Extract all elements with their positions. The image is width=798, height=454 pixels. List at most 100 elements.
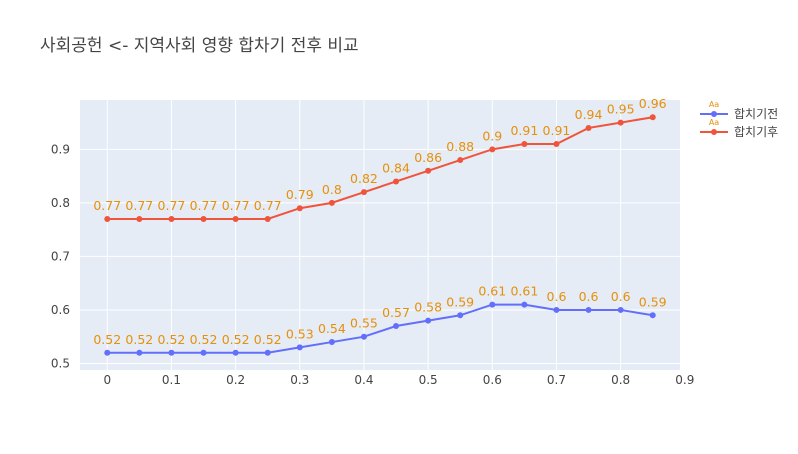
- data-label: 0.77: [190, 198, 218, 213]
- data-point[interactable]: [521, 301, 528, 308]
- legend-item-label[interactable]: 합치기후: [734, 125, 778, 139]
- data-label: 0.55: [350, 316, 378, 331]
- data-label: 0.9: [482, 128, 502, 143]
- data-point[interactable]: [360, 189, 367, 196]
- data-point[interactable]: [425, 317, 432, 324]
- data-point[interactable]: [553, 141, 560, 148]
- data-point[interactable]: [393, 322, 400, 329]
- data-label: 0.61: [478, 284, 506, 299]
- data-point[interactable]: [425, 167, 432, 174]
- data-label: 0.77: [93, 198, 121, 213]
- data-point[interactable]: [232, 349, 239, 356]
- data-point[interactable]: [360, 333, 367, 340]
- data-label: 0.82: [350, 171, 378, 186]
- y-tick-label: 0.9: [51, 142, 70, 156]
- data-point[interactable]: [457, 157, 464, 164]
- data-label: 0.59: [639, 294, 667, 309]
- data-label: 0.94: [575, 107, 603, 122]
- data-point[interactable]: [617, 119, 624, 126]
- x-tick-label: 0: [103, 373, 111, 387]
- legend-text-marker: Aa: [709, 100, 719, 109]
- grid-lines: [80, 100, 686, 370]
- data-label: 0.95: [607, 102, 635, 117]
- data-label: 0.52: [254, 332, 282, 347]
- chart-title: 사회공헌 <- 지역사회 영향 합차기 전후 비교: [40, 36, 359, 56]
- data-label: 0.61: [510, 284, 538, 299]
- data-label: 0.6: [579, 289, 599, 304]
- data-point[interactable]: [649, 312, 656, 319]
- data-label: 0.58: [414, 300, 442, 315]
- legend[interactable]: Aa 합치기전 Aa 합치기후: [700, 100, 778, 139]
- data-point[interactable]: [553, 306, 560, 313]
- data-point[interactable]: [457, 312, 464, 319]
- data-label: 0.57: [382, 305, 410, 320]
- legend-swatch-marker: [711, 111, 717, 117]
- y-tick-label: 0.6: [51, 303, 70, 317]
- series-line-1: [107, 303, 653, 354]
- y-tick-label: 0.5: [51, 356, 70, 370]
- x-tick-label: 0.8: [611, 373, 630, 387]
- data-label: 0.52: [222, 332, 250, 347]
- data-point[interactable]: [232, 215, 239, 222]
- data-label: 0.52: [93, 332, 121, 347]
- data-point[interactable]: [585, 124, 592, 131]
- data-label: 0.77: [254, 198, 282, 213]
- data-label: 0.54: [318, 321, 346, 336]
- data-label: 0.52: [190, 332, 218, 347]
- x-axis-ticks: 0 0.1 0.2 0.3 0.4 0.5 0.6 0.7 0.8 0.9: [103, 373, 694, 387]
- data-point[interactable]: [521, 141, 528, 148]
- data-label: 0.59: [446, 294, 474, 309]
- data-point[interactable]: [296, 205, 303, 212]
- data-label: 0.53: [286, 326, 314, 341]
- y-tick-label: 0.7: [51, 249, 70, 263]
- data-label: 0.96: [639, 96, 667, 111]
- data-point[interactable]: [328, 199, 335, 206]
- data-point[interactable]: [489, 301, 496, 308]
- y-tick-label: 0.8: [51, 196, 70, 210]
- data-label: 0.79: [286, 187, 314, 202]
- data-label: 0.91: [543, 123, 571, 138]
- data-label: 0.77: [125, 198, 153, 213]
- series-lines: [104, 114, 656, 356]
- data-label: 0.52: [158, 332, 186, 347]
- x-tick-label: 0.3: [290, 373, 309, 387]
- plot-area: [80, 100, 680, 370]
- data-label: 0.86: [414, 150, 442, 165]
- data-point[interactable]: [489, 146, 496, 153]
- data-point[interactable]: [585, 306, 592, 313]
- y-axis-ticks: 0.5 0.6 0.7 0.8 0.9: [51, 142, 70, 370]
- data-point[interactable]: [168, 349, 175, 356]
- data-label: 0.91: [510, 123, 538, 138]
- data-point[interactable]: [168, 215, 175, 222]
- x-tick-label: 0.9: [675, 373, 694, 387]
- data-point[interactable]: [264, 349, 271, 356]
- data-point[interactable]: [649, 114, 656, 121]
- x-tick-label: 0.2: [226, 373, 245, 387]
- legend-text-marker: Aa: [709, 118, 719, 127]
- x-tick-label: 0.7: [547, 373, 566, 387]
- data-point[interactable]: [393, 178, 400, 185]
- data-label: 0.88: [446, 139, 474, 154]
- data-labels: 0.52 0.52 0.52 0.52 0.52 0.52 0.53 0.54 0.55 0.57…: [93, 96, 666, 347]
- data-point[interactable]: [136, 215, 143, 222]
- data-label: 0.52: [125, 332, 153, 347]
- data-point[interactable]: [104, 349, 111, 356]
- data-point[interactable]: [104, 215, 111, 222]
- legend-swatch-marker: [711, 129, 717, 135]
- data-point[interactable]: [264, 215, 271, 222]
- x-tick-label: 0.6: [483, 373, 502, 387]
- data-label: 0.6: [547, 289, 567, 304]
- x-tick-label: 0.1: [162, 373, 181, 387]
- data-point[interactable]: [328, 339, 335, 346]
- data-point[interactable]: [200, 215, 207, 222]
- data-label: 0.6: [611, 289, 631, 304]
- legend-item-label[interactable]: 합치기전: [734, 107, 778, 121]
- data-point[interactable]: [617, 306, 624, 313]
- data-point[interactable]: [200, 349, 207, 356]
- data-label: 0.8: [322, 182, 342, 197]
- data-point[interactable]: [296, 344, 303, 351]
- data-point[interactable]: [136, 349, 143, 356]
- data-label: 0.77: [158, 198, 186, 213]
